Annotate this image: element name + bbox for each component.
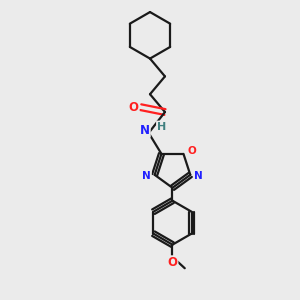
Text: O: O [129, 101, 139, 114]
Text: O: O [167, 256, 178, 269]
Text: O: O [187, 146, 196, 156]
Text: N: N [194, 172, 203, 182]
Text: H: H [157, 122, 166, 131]
Text: N: N [140, 124, 150, 137]
Text: N: N [142, 172, 151, 182]
